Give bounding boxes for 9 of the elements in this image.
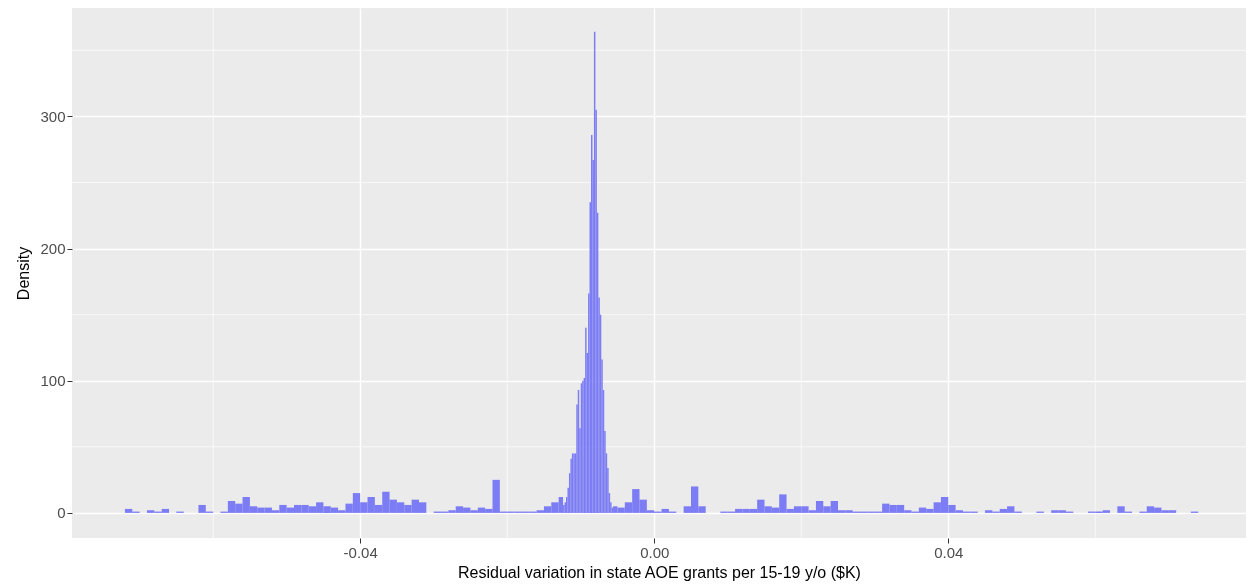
x-tick-label: 0.00 [640, 543, 670, 561]
x-tick-label: -0.04 [343, 543, 378, 561]
y-tick-label: 200 [40, 240, 66, 258]
y-tick-label: 100 [40, 372, 66, 390]
y-tick-label: 0 [57, 504, 66, 522]
x-tick-label: 0.04 [934, 543, 964, 561]
x-axis-title: Residual variation in state AOE grants per 15-19 y/o ($K) [458, 563, 861, 581]
y-tick-label: 300 [40, 107, 66, 125]
y-axis-title: Density [15, 246, 33, 301]
